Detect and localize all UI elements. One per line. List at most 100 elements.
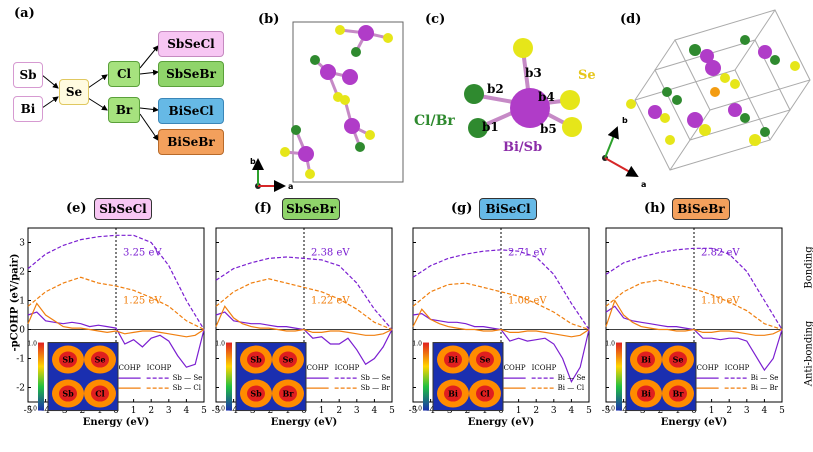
bond-label-b3: b3 [525, 66, 542, 80]
chart-panel-label: (f) [254, 201, 272, 216]
compound-box-sbsecl: SbSeCl [158, 31, 224, 57]
colorbar-min-label: 0.0 [605, 406, 615, 413]
legend-entry: Bi — Br [751, 384, 779, 392]
inset-atom-label: Cl [480, 389, 489, 399]
element-box-se: Se [59, 79, 89, 105]
se-label: Se [578, 68, 596, 83]
legend-icohp: ICOHP [725, 364, 750, 372]
colorbar-max-label: 1.0 [27, 341, 37, 348]
bond-label-b5: b5 [540, 122, 557, 136]
colorbar-max-label: 1.0 [412, 341, 422, 348]
x-tick-label: 3 [354, 406, 360, 416]
x-tick-label: 5 [779, 406, 785, 416]
legend-entry: Sb — Cl [173, 384, 202, 392]
icohp-se-value: 2.38 eV [311, 248, 350, 259]
legend-cohp: COHP [119, 364, 141, 372]
inset-atom-label: Sb [250, 389, 262, 399]
inset-atom-label: Se [480, 355, 491, 365]
colorbar [38, 343, 44, 411]
inset-atom-label: Bi [448, 355, 458, 365]
chart-compound-box: BiSeBr [672, 198, 730, 220]
x-tick-label: 2 [336, 406, 342, 416]
legend-cohp: COHP [504, 364, 526, 372]
y-tick-label: 2 [19, 268, 25, 278]
x-axis-label: Energy (eV) [271, 417, 337, 428]
colorbar-min-label: 0.0 [215, 406, 225, 413]
element-box-cl: Cl [108, 61, 140, 87]
y-tick-label: -1 [16, 355, 25, 365]
bond-label-b4: b4 [538, 90, 555, 104]
panel-b-axis-b: b [250, 157, 256, 166]
cohp-plot: -5-4-3-2-1012345Energy (eV)BiSeBiBr1.00.… [594, 222, 810, 452]
legend-entry: Bi — Cl [558, 384, 585, 392]
inset-atom-label: Se [95, 355, 106, 365]
panel-d-axis-b: b [622, 116, 628, 125]
x-tick-label: 2 [726, 406, 732, 416]
legend-icohp: ICOHP [335, 364, 360, 372]
x-tick-label: 1 [319, 406, 325, 416]
chart-panel-label: (e) [66, 201, 87, 216]
chart-panel-label: (g) [451, 201, 472, 216]
colorbar [226, 343, 232, 411]
y-tick-label: 0 [19, 326, 25, 336]
cohp-plot: -5-4-3-2-1012345Energy (eV)BiSeBiCl1.00.… [401, 222, 617, 452]
y-tick-label: 1 [19, 297, 25, 307]
y-tick-label: 3 [19, 239, 25, 249]
inset-atom-label: Se [673, 355, 684, 365]
x-tick-label: 3 [744, 406, 750, 416]
icohp-halide-value: 1.10 eV [701, 295, 740, 306]
inset-atom-label: Sb [62, 389, 74, 399]
panel-d-crystal-perspective [595, 0, 813, 195]
x-axis-label: Energy (eV) [83, 417, 149, 428]
legend-entry: Bi — Se [558, 374, 586, 382]
icohp-se-value: 3.25 eV [123, 248, 162, 259]
inset-atom-label: Se [283, 355, 294, 365]
panel-c-coordination-geometry [410, 0, 610, 195]
x-axis-label: Energy (eV) [468, 417, 534, 428]
inset-atom-label: Cl [95, 389, 104, 399]
panel-b-axis-a: a [288, 182, 293, 191]
inset-atom-label: Br [283, 389, 295, 399]
x-tick-label: 4 [762, 406, 768, 416]
panel-b-crystal-structure [240, 0, 415, 195]
chart-panel-label: (h) [644, 201, 666, 216]
x-axis-label: Energy (eV) [661, 417, 727, 428]
legend-entry: Sb — Br [361, 384, 391, 392]
bond-label-b2: b2 [487, 82, 504, 96]
legend-entry: Sb — Se [173, 374, 203, 382]
colorbar [423, 343, 429, 411]
colorbar-min-label: 0.0 [412, 406, 422, 413]
inset-atom-label: Br [673, 389, 685, 399]
colorbar-max-label: 1.0 [605, 341, 615, 348]
chart-compound-box: SbSeBr [282, 198, 340, 220]
icohp-halide-value: 1.25 eV [123, 295, 162, 306]
inset-atom-label: Bi [641, 355, 651, 365]
colorbar-min-label: 0.0 [27, 406, 37, 413]
x-tick-label: 4 [569, 406, 575, 416]
legend-cohp: COHP [307, 364, 329, 372]
legend-icohp: ICOHP [532, 364, 557, 372]
x-tick-label: 4 [372, 406, 378, 416]
compound-box-sbsebr: SbSeBr [158, 61, 224, 87]
inset-atom-label: Sb [62, 355, 74, 365]
x-tick-label: 1 [516, 406, 522, 416]
legend-icohp: ICOHP [147, 364, 172, 372]
x-tick-label: 4 [184, 406, 190, 416]
x-tick-label: 2 [148, 406, 154, 416]
x-tick-label: 1 [131, 406, 137, 416]
chart-compound-box: BiSeCl [479, 198, 537, 220]
icohp-halide-value: 1.22 eV [311, 295, 350, 306]
compound-box-bisebr: BiSeBr [158, 129, 224, 155]
bond-label-b1: b1 [482, 120, 499, 134]
inset-atom-label: Bi [641, 389, 651, 399]
legend-cohp: COHP [697, 364, 719, 372]
legend-entry: Sb — Se [361, 374, 391, 382]
cohp-plot: -5-4-3-2-1012345Energy (eV)SbSeSbBr1.00.… [204, 222, 420, 452]
colorbar-max-label: 1.0 [215, 341, 225, 348]
element-box-bi: Bi [13, 96, 43, 122]
x-tick-label: 1 [709, 406, 715, 416]
x-tick-label: 5 [586, 406, 592, 416]
compound-box-bisecl: BiSeCl [158, 98, 224, 124]
icohp-halide-value: 1.08 eV [508, 295, 547, 306]
